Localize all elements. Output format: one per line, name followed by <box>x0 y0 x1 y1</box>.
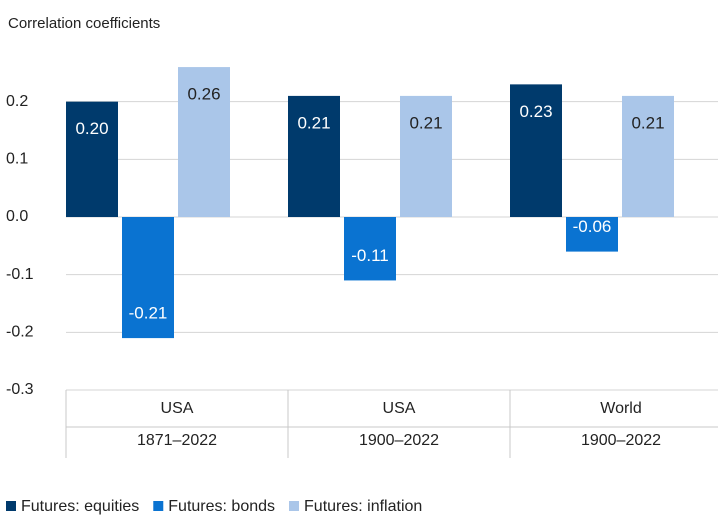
bar <box>622 95 674 217</box>
y-tick-label: 0.1 <box>6 151 28 168</box>
x-tick-label: World <box>600 400 642 417</box>
x-tick-label: 1900–2022 <box>581 432 661 449</box>
data-label: 0.26 <box>187 85 220 104</box>
y-tick-label: 0.0 <box>6 208 28 225</box>
bar <box>344 217 396 281</box>
bar <box>510 84 562 217</box>
bar <box>122 217 174 339</box>
x-tick-label: USA <box>161 400 194 417</box>
chart-title: Correlation coefficients <box>8 15 160 32</box>
y-tick-label: 0.2 <box>6 93 28 110</box>
data-label: 0.21 <box>297 113 330 132</box>
y-tick-label: -0.2 <box>6 324 34 341</box>
data-label: 0.20 <box>75 119 108 138</box>
bar <box>66 101 118 217</box>
legend-swatch <box>6 501 16 511</box>
data-label: -0.21 <box>129 304 168 323</box>
data-label: 0.23 <box>519 102 552 121</box>
bar <box>566 217 618 252</box>
legend-label: Futures: bonds <box>168 498 275 515</box>
x-tick-label: USA <box>383 400 416 417</box>
bar <box>400 95 452 217</box>
data-label: -0.06 <box>573 217 612 236</box>
y-tick-label: -0.1 <box>6 266 34 283</box>
legend-label: Futures: equities <box>21 498 139 515</box>
bar <box>288 95 340 217</box>
legend-label: Futures: inflation <box>304 498 422 515</box>
data-label: -0.11 <box>351 246 389 265</box>
data-label: 0.21 <box>409 113 442 132</box>
data-label: 0.21 <box>631 113 664 132</box>
x-tick-label: 1871–2022 <box>137 432 217 449</box>
bar <box>178 67 230 217</box>
legend-swatch <box>153 501 164 511</box>
x-tick-label: 1900–2022 <box>359 432 439 449</box>
y-tick-label: -0.3 <box>6 381 34 398</box>
legend-swatch <box>289 501 300 511</box>
